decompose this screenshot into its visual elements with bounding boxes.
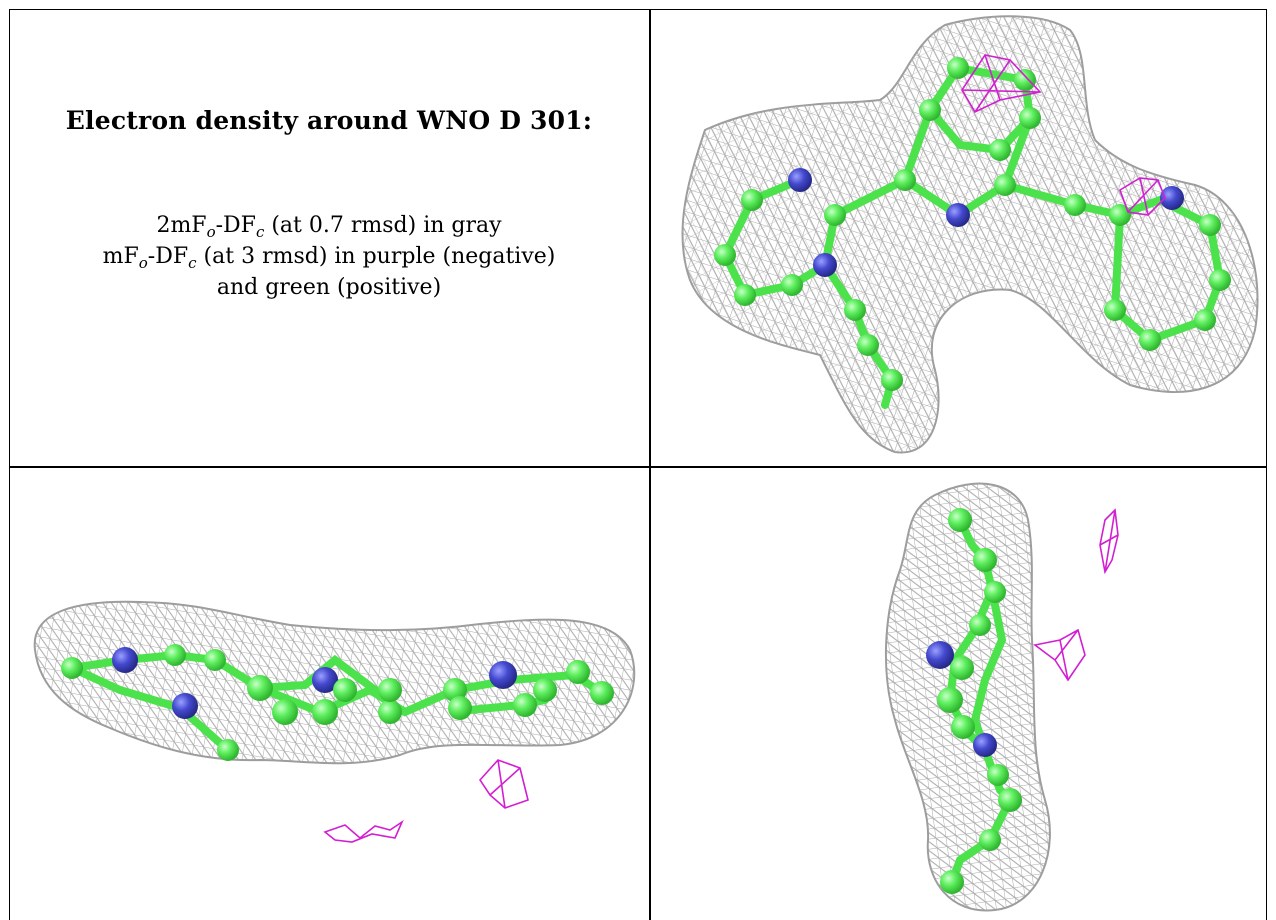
ligand-atoms-side [61, 644, 614, 761]
caption-line-2fofc: 2mFo-DFc (at 0.7 rmsd) in gray [156, 213, 502, 241]
mesh-negative-end [1033, 508, 1119, 682]
ligand-atoms-end [926, 508, 1022, 894]
ligand-atoms-top [714, 57, 1231, 391]
mesh-2fofc-end [884, 482, 1051, 912]
caption-line-fofc: mFo-DFc (at 3 rmsd) in purple (negative) [102, 244, 556, 272]
density-view-end [651, 468, 1266, 920]
caption-description: 2mFo-DFc (at 0.7 rmsd) in gray mFo-DFc (… [10, 210, 648, 303]
density-view-side-svg [33, 600, 636, 843]
density-view-top-svg [681, 15, 1259, 454]
density-view-side [10, 468, 648, 920]
density-view-end-svg [884, 482, 1119, 912]
table-divider-horizontal [9, 466, 1267, 468]
mesh-2fofc-top [681, 15, 1259, 454]
figure-table [9, 9, 1267, 920]
mesh-negative-side [323, 759, 529, 843]
density-view-top [651, 11, 1266, 465]
mesh-negative-top [961, 54, 1166, 216]
table-divider-vertical [649, 9, 651, 920]
caption-line-positive: and green (positive) [216, 275, 442, 300]
caption-title: Electron density around WNO D 301: [65, 106, 593, 135]
caption-cell: Electron density around WNO D 301: 2mFo-… [10, 10, 648, 465]
